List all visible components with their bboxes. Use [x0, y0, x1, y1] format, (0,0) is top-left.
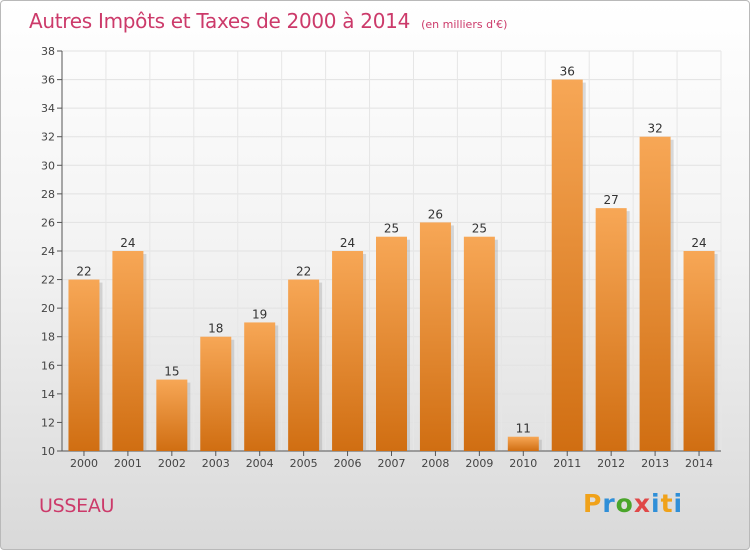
x-tick-label: 2004: [246, 457, 274, 470]
data-label: 22: [76, 265, 91, 279]
y-tick-label: 16: [41, 359, 55, 372]
bar: [332, 251, 364, 451]
bar: [463, 236, 495, 451]
chart-title-block: Autres Impôts et Taxes de 2000 à 2014 (e…: [29, 9, 507, 33]
x-tick-label: 2000: [70, 457, 98, 470]
x-tick-label: 2005: [290, 457, 318, 470]
chart-unit: (en milliers d'€): [421, 18, 508, 31]
labels: 10 12 14 16 18 20 22 24 26 28 30 32 34 36 38 22 2000 24 20…: [41, 45, 713, 470]
data-label: 27: [604, 193, 619, 207]
bar: [68, 279, 100, 451]
bar: [156, 379, 188, 451]
bar: [419, 222, 451, 451]
logo-letter: i: [673, 489, 684, 518]
y-tick-label: 14: [41, 388, 55, 401]
y-tick-label: 20: [41, 302, 55, 315]
bar: [551, 79, 583, 452]
x-tick-label: 2003: [202, 457, 230, 470]
bar: [376, 236, 407, 451]
x-tick-label: 2008: [421, 457, 449, 470]
data-label: 24: [340, 236, 355, 250]
data-label: 25: [384, 222, 399, 236]
y-tick-label: 22: [41, 274, 55, 287]
y-tick-label: 32: [41, 131, 55, 144]
bar: [507, 436, 539, 451]
logo-letter: r: [602, 489, 616, 518]
x-tick-label: 2011: [553, 457, 581, 470]
logo-letter: t: [660, 489, 674, 518]
x-tick-label: 2007: [378, 457, 406, 470]
bar: [112, 251, 144, 451]
x-tick-label: 2010: [509, 457, 537, 470]
bar: [595, 208, 627, 451]
proxiti-logo[interactable]: Proxiti: [583, 489, 683, 518]
y-tick-label: 34: [41, 102, 55, 115]
data-label: 32: [647, 122, 662, 136]
logo-letter: x: [633, 489, 651, 518]
data-label: 15: [164, 365, 179, 379]
logo-letter: o: [615, 489, 634, 518]
bar: [200, 336, 232, 451]
data-label: 36: [560, 65, 575, 79]
bar: [244, 322, 276, 451]
data-label: 18: [208, 322, 223, 336]
chart-title: Autres Impôts et Taxes de 2000 à 2014: [29, 9, 410, 33]
y-tick-label: 10: [41, 445, 55, 458]
bar: [288, 279, 320, 451]
x-tick-label: 2002: [158, 457, 186, 470]
place-name: USSEAU: [39, 495, 115, 517]
y-tick-label: 26: [41, 216, 55, 229]
x-tick-label: 2014: [685, 457, 713, 470]
y-tick-label: 24: [41, 245, 55, 258]
y-tick-label: 18: [41, 331, 55, 344]
bar: [683, 251, 715, 451]
y-tick-label: 28: [41, 188, 55, 201]
data-label: 22: [296, 265, 311, 279]
data-label: 24: [691, 236, 706, 250]
y-tick-label: 30: [41, 159, 55, 172]
x-tick-label: 2001: [114, 457, 142, 470]
bars: [68, 79, 718, 452]
data-label: 25: [472, 222, 487, 236]
y-tick-label: 38: [41, 45, 55, 58]
x-tick-label: 2013: [641, 457, 669, 470]
x-tick-label: 2009: [465, 457, 493, 470]
data-label: 11: [516, 422, 531, 436]
bar: [639, 136, 671, 451]
logo-letter: P: [583, 489, 603, 518]
y-tick-label: 12: [41, 416, 55, 429]
data-label: 24: [120, 236, 135, 250]
x-tick-label: 2006: [334, 457, 362, 470]
y-tick-label: 36: [41, 74, 55, 87]
logo-letter: i: [651, 489, 661, 518]
x-tick-label: 2012: [597, 457, 625, 470]
data-label: 26: [428, 207, 443, 221]
data-label: 19: [252, 307, 267, 321]
